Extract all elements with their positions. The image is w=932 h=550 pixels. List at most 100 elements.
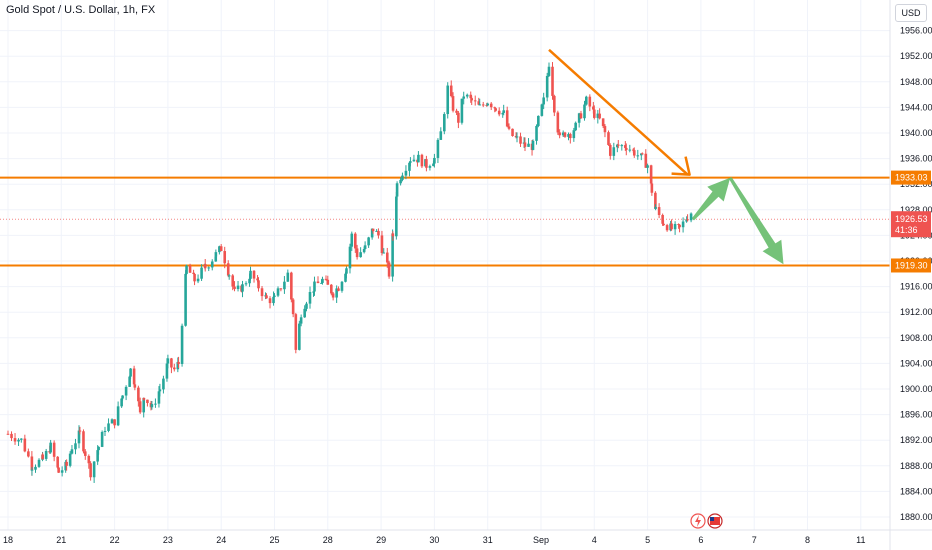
level-badge-label: 1919.30 xyxy=(895,260,928,270)
candle-body xyxy=(226,263,230,276)
candle-body xyxy=(540,104,544,116)
candle-body xyxy=(321,278,324,283)
candle-body xyxy=(233,286,236,290)
candle-body xyxy=(425,159,428,168)
candle-body xyxy=(395,196,398,237)
candle-body xyxy=(133,384,137,388)
candle-body xyxy=(507,126,511,129)
candle-body xyxy=(176,361,180,370)
candle-body xyxy=(13,438,17,442)
candle-body xyxy=(417,154,420,163)
candle-body xyxy=(439,131,443,140)
candle-body xyxy=(294,314,298,350)
candle-body xyxy=(460,98,464,123)
candle-body xyxy=(391,233,395,237)
y-tick-label: 1944.00 xyxy=(900,102,932,112)
candle-body xyxy=(596,113,600,118)
bottom-icons[interactable] xyxy=(690,513,723,529)
candle-body xyxy=(497,110,501,115)
candle-body xyxy=(446,85,450,115)
candle-body xyxy=(97,446,100,451)
candle-body xyxy=(455,110,458,113)
candle-body xyxy=(103,430,107,432)
candle-body xyxy=(628,149,632,151)
candle-body xyxy=(670,223,673,230)
candle-body xyxy=(677,223,680,225)
candle-body xyxy=(432,163,435,167)
candle-body xyxy=(223,251,227,264)
candle-body xyxy=(556,112,560,133)
drawings[interactable] xyxy=(548,48,784,265)
candle-body xyxy=(515,136,519,138)
candle-body xyxy=(236,285,240,290)
candle-body xyxy=(502,110,505,113)
candle-body xyxy=(138,401,142,413)
candle-body xyxy=(200,267,203,279)
candle-body xyxy=(493,107,497,109)
candle-body xyxy=(180,325,184,364)
candle-body xyxy=(177,361,180,364)
candle-body xyxy=(308,292,312,304)
candle-body xyxy=(370,228,374,238)
candle-body xyxy=(412,159,416,162)
candle-body xyxy=(128,376,131,387)
candle-body xyxy=(146,399,149,404)
candle-body xyxy=(299,317,303,324)
candle-body xyxy=(501,112,505,115)
candle-body xyxy=(120,398,123,407)
candle-body xyxy=(620,145,624,147)
candle-body xyxy=(17,439,20,442)
candle-body xyxy=(375,230,378,232)
candle-body xyxy=(256,278,259,281)
time-axis[interactable]: 18 21 22 23 24 25 28 29 30 31 Sep 4 5 6 7 8 11 xyxy=(0,529,932,545)
candle-body xyxy=(110,419,114,424)
candle-body xyxy=(465,94,469,97)
candle-body xyxy=(569,134,572,139)
candle-body xyxy=(65,461,68,466)
candle-body xyxy=(457,112,460,123)
candle-body xyxy=(70,449,74,454)
candle-body xyxy=(519,136,522,144)
y-tick-label: 1896.00 xyxy=(900,410,932,420)
horizontal-levels[interactable] xyxy=(0,176,890,267)
candle-body xyxy=(477,101,481,105)
candle-body xyxy=(598,113,601,119)
candle-body xyxy=(320,282,323,284)
candle-body xyxy=(654,207,657,209)
currency-button[interactable]: USD xyxy=(895,4,927,22)
candle-body xyxy=(107,423,110,431)
y-tick-label: 1884.00 xyxy=(900,486,932,496)
candle-body xyxy=(331,293,335,298)
candle-body xyxy=(486,103,489,106)
price-axis[interactable]: 1880.00 1884.00 1888.00 1892.00 1896.00 1900.… xyxy=(889,0,932,550)
us-flag-icon-canton xyxy=(710,517,714,521)
x-tick-label: 24 xyxy=(216,535,226,545)
candle-body xyxy=(665,225,669,231)
candle-body xyxy=(142,397,146,413)
candle-body xyxy=(391,233,394,277)
candle-body xyxy=(64,461,67,471)
candle-body xyxy=(563,132,567,137)
candle-body xyxy=(316,281,320,284)
candle-body xyxy=(77,430,81,444)
candle-body xyxy=(443,114,446,132)
candle-body xyxy=(52,442,56,457)
candle-body xyxy=(646,165,649,168)
candle-body xyxy=(305,303,308,309)
level-badge-label: 1933.03 xyxy=(895,173,928,183)
candle-body xyxy=(83,451,87,456)
x-tick-label: 6 xyxy=(698,535,703,545)
candle-body xyxy=(632,150,636,156)
candle-body xyxy=(367,237,370,246)
candle-body xyxy=(689,213,693,221)
candles xyxy=(6,62,693,483)
candle-body xyxy=(132,368,136,385)
candle-body xyxy=(157,391,161,404)
candle-body xyxy=(113,419,116,426)
candle-body xyxy=(686,219,689,221)
candle-body xyxy=(505,110,509,127)
candle-body xyxy=(89,463,92,478)
lightning-icon-glyph xyxy=(695,515,701,527)
